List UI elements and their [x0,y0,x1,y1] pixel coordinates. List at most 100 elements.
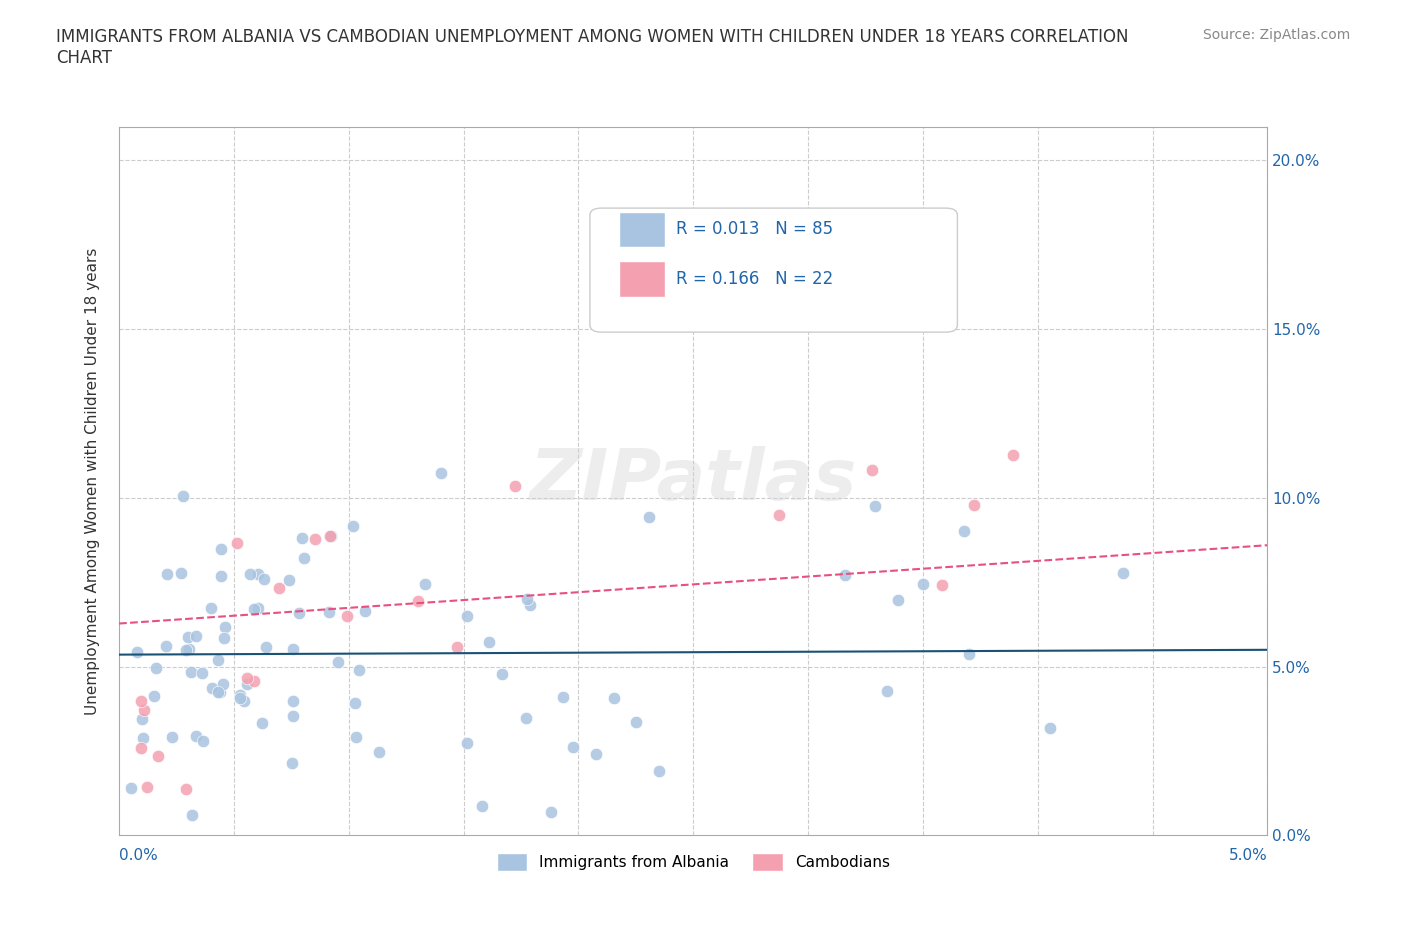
Immigrants from Albania [283,642,305,657]
Immigrants from Albania [209,541,232,556]
Immigrants from Albania [250,716,273,731]
Immigrants from Albania [540,804,562,819]
Text: 5.0%: 5.0% [1229,848,1267,863]
Immigrants from Albania [170,565,193,580]
Immigrants from Albania [876,684,898,699]
Cambodians [135,779,157,794]
Cambodians [503,478,526,493]
Immigrants from Albania [247,600,270,615]
Immigrants from Albania [155,639,177,654]
Immigrants from Albania [342,518,364,533]
Immigrants from Albania [429,466,451,481]
Immigrants from Albania [292,551,315,565]
Immigrants from Albania [233,694,256,709]
Immigrants from Albania [201,681,224,696]
Cambodians [148,749,170,764]
Text: Source: ZipAtlas.com: Source: ZipAtlas.com [1202,28,1350,42]
FancyBboxPatch shape [591,208,957,332]
Immigrants from Albania [229,690,252,705]
Cambodians [132,702,155,717]
Immigrants from Albania [247,566,270,581]
Immigrants from Albania [344,730,367,745]
Legend: Immigrants from Albania, Cambodians: Immigrants from Albania, Cambodians [491,846,896,877]
Immigrants from Albania [291,531,314,546]
Immigrants from Albania [207,684,229,699]
Cambodians [860,462,883,477]
Immigrants from Albania [236,676,259,691]
Immigrants from Albania [239,566,262,581]
Immigrants from Albania [200,601,222,616]
Immigrants from Albania [863,498,886,513]
Immigrants from Albania [638,510,661,525]
Immigrants from Albania [281,694,304,709]
Immigrants from Albania [354,604,377,618]
Immigrants from Albania [131,731,153,746]
Cambodians [235,671,257,685]
Text: R = 0.013   N = 85: R = 0.013 N = 85 [676,220,834,238]
Cambodians [963,498,986,512]
Cambodians [267,580,290,595]
Bar [619,261,665,297]
Immigrants from Albania [952,524,974,538]
Cambodians [931,578,953,592]
Immigrants from Albania [343,696,366,711]
Immigrants from Albania [1039,721,1062,736]
Immigrants from Albania [191,733,214,748]
Cambodians [1002,447,1025,462]
Cambodians [243,674,266,689]
Immigrants from Albania [172,488,194,503]
Immigrants from Albania [145,660,167,675]
Immigrants from Albania [585,747,607,762]
Immigrants from Albania [207,653,229,668]
Immigrants from Albania [326,655,349,670]
Cambodians [226,536,249,551]
Immigrants from Albania [254,640,277,655]
Immigrants from Albania [125,644,148,659]
Immigrants from Albania [602,690,624,705]
Cambodians [336,609,359,624]
Immigrants from Albania [160,729,183,744]
Immigrants from Albania [131,711,153,726]
Immigrants from Albania [886,592,908,607]
Immigrants from Albania [471,799,494,814]
Immigrants from Albania [186,629,208,644]
Immigrants from Albania [368,745,391,760]
Cambodians [591,305,613,320]
Immigrants from Albania [1111,565,1133,580]
Immigrants from Albania [318,605,340,620]
Cambodians [129,741,152,756]
Immigrants from Albania [228,687,250,702]
Immigrants from Albania [519,598,541,613]
Immigrants from Albania [553,690,575,705]
Immigrants from Albania [190,666,212,681]
Immigrants from Albania [180,808,202,823]
Cambodians [174,781,197,796]
Immigrants from Albania [281,709,304,724]
Immigrants from Albania [287,605,309,620]
Immigrants from Albania [834,567,856,582]
Immigrants from Albania [177,630,200,644]
Y-axis label: Unemployment Among Women with Children Under 18 years: Unemployment Among Women with Children U… [86,247,100,714]
Text: R = 0.166   N = 22: R = 0.166 N = 22 [676,270,834,288]
Immigrants from Albania [957,647,980,662]
Immigrants from Albania [478,634,501,649]
Immigrants from Albania [624,715,647,730]
Immigrants from Albania [491,666,513,681]
Immigrants from Albania [186,729,208,744]
Cambodians [319,528,342,543]
Immigrants from Albania [281,756,304,771]
Immigrants from Albania [156,566,179,581]
Immigrants from Albania [515,711,537,725]
Text: 0.0%: 0.0% [120,848,157,863]
Bar [619,212,665,247]
Cambodians [304,532,326,547]
Immigrants from Albania [180,664,202,679]
Immigrants from Albania [253,571,276,586]
Immigrants from Albania [413,577,436,591]
Cambodians [406,594,429,609]
Immigrants from Albania [277,573,299,588]
Immigrants from Albania [347,662,370,677]
Immigrants from Albania [456,736,478,751]
Immigrants from Albania [561,739,583,754]
Immigrants from Albania [242,602,264,617]
